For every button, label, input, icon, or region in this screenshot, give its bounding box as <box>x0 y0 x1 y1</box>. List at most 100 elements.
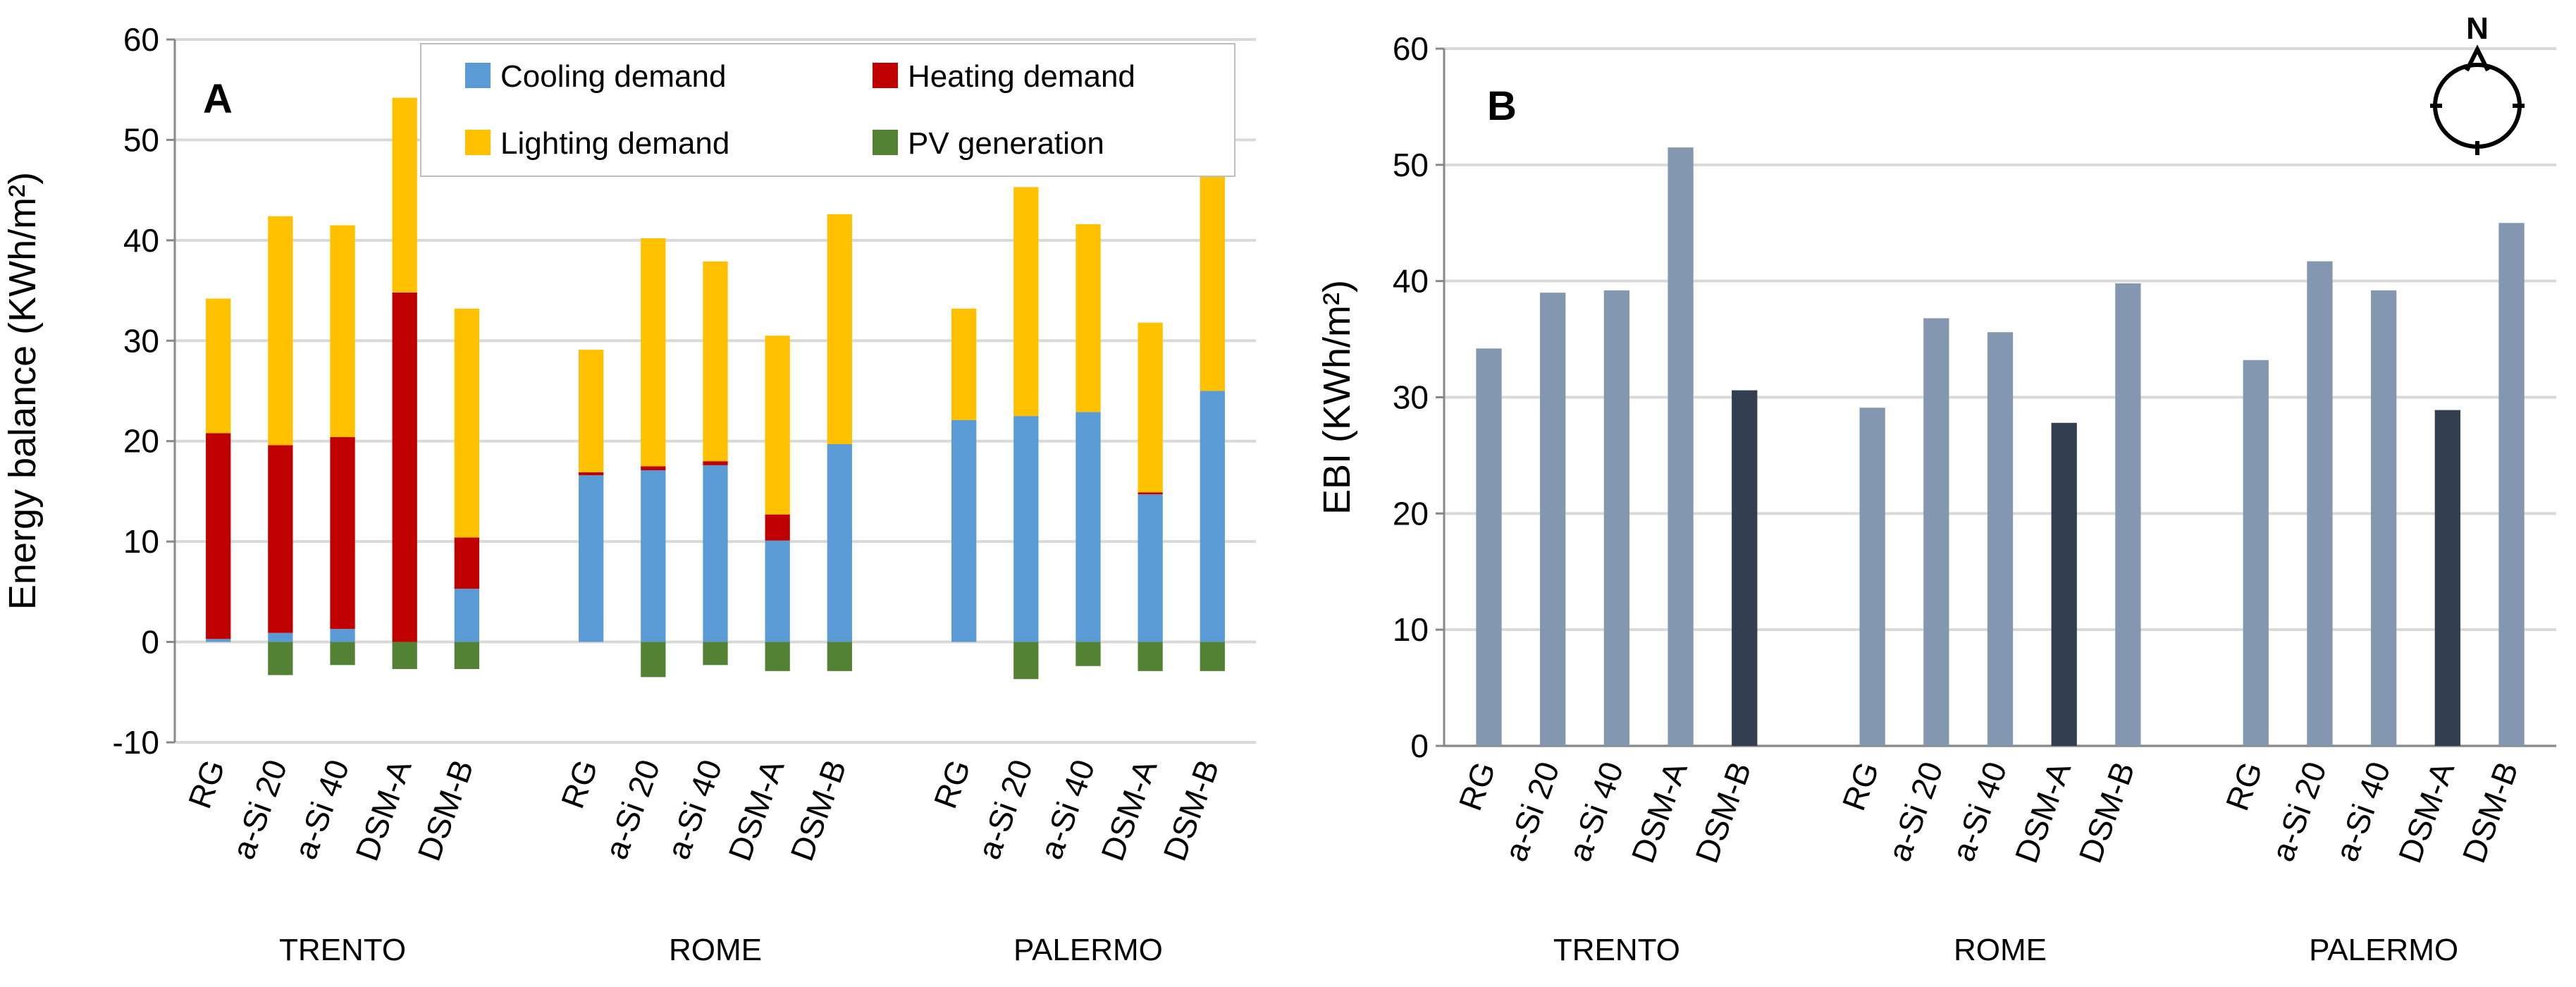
bar-heating-demand <box>703 461 728 465</box>
bar-lighting-demand <box>1013 187 1039 417</box>
legend-label: Lighting demand <box>500 126 729 161</box>
bar-lighting-demand <box>1138 322 1163 493</box>
x-tick-label: a-Si 20 <box>1880 757 1950 866</box>
bar-cooling-demand <box>765 540 790 642</box>
x-tick-label: RG <box>1835 757 1886 816</box>
legend-swatch <box>465 130 491 155</box>
bar-cooling-demand <box>579 475 604 642</box>
bar-pv-generation <box>1200 642 1225 671</box>
x-tick-label: DSM-A <box>721 754 791 865</box>
bar-pv-generation <box>641 642 666 678</box>
y-tick-label: 20 <box>123 423 159 460</box>
bar-cooling-demand <box>1013 416 1039 642</box>
x-tick-label: a-Si 40 <box>1033 755 1102 864</box>
panel-label: A <box>203 76 233 122</box>
bar-ebi-best <box>2051 422 2077 746</box>
bar-cooling-demand <box>827 443 852 642</box>
x-tick-label: a-Si 40 <box>2328 757 2398 866</box>
bar-heating-demand <box>330 437 355 630</box>
bar-cooling-demand <box>1076 412 1101 642</box>
y-tick-label: 0 <box>141 624 159 661</box>
y-tick-label: 40 <box>1393 263 1429 300</box>
chart-a: -10 0 10 20 30 40 50 60 Energy balance (KWh/m²) A… <box>1 21 1256 967</box>
bar-cooling-demand <box>703 465 728 642</box>
bar-lighting-demand <box>641 238 666 467</box>
bar-cooling-demand <box>330 629 355 642</box>
bar-lighting-demand <box>454 308 479 538</box>
x-tick-label: DSM-B <box>783 755 853 866</box>
panel-label: B <box>1487 83 1517 129</box>
bar-lighting-demand <box>765 336 790 515</box>
bar-cooling-demand <box>454 589 479 642</box>
legend-box <box>420 43 1235 177</box>
compass-arrow <box>2465 44 2490 72</box>
x-tick-label: RG <box>181 755 232 814</box>
bar-heating-demand <box>392 292 417 642</box>
bar-pv-generation <box>1138 642 1163 671</box>
legend-label: Cooling demand <box>500 59 726 94</box>
bar-heating-demand <box>579 472 604 476</box>
x-tick-label: DSM-B <box>2455 757 2525 868</box>
x-tick-label: a-Si 40 <box>1561 757 1631 866</box>
legend-label: PV generation <box>908 126 1104 161</box>
legend: Cooling demand Heating demand Lighting dem… <box>420 43 1235 177</box>
x-tick-label: DSM-B <box>1688 757 1758 868</box>
bar-cooling-demand <box>206 639 231 642</box>
x-tick-label: a-Si 20 <box>598 755 667 864</box>
bar-pv-generation <box>703 642 728 666</box>
bar-ebi <box>1923 318 1949 746</box>
bar-heating-demand <box>268 445 293 633</box>
bar-heating-demand <box>765 514 790 541</box>
bar-heating-demand <box>1138 492 1163 495</box>
x-tick-label: DSM-B <box>410 755 481 866</box>
bar-heating-demand <box>454 537 479 589</box>
bar-ebi <box>1668 147 1694 746</box>
y-tick-label: 30 <box>123 322 159 359</box>
y-tick-label: -10 <box>113 724 159 761</box>
bar-cooling-demand <box>1138 494 1163 642</box>
group-label: PALERMO <box>1013 933 1163 967</box>
y-tick-label: 0 <box>1410 728 1429 764</box>
bar-lighting-demand <box>392 97 417 293</box>
y-tick-label: 20 <box>1393 495 1429 532</box>
y-tick-label: 60 <box>1393 30 1429 67</box>
bar-pv-generation <box>765 642 790 671</box>
x-tick-label: RG <box>1451 757 1502 816</box>
x-tick-label: DSM-A <box>1094 754 1164 865</box>
compass-circle <box>2433 63 2522 149</box>
y-tick-label: 10 <box>123 523 159 560</box>
x-tick-label: a-Si 20 <box>970 755 1040 864</box>
compass-icon: N <box>2430 11 2525 155</box>
bar-lighting-demand <box>1076 224 1101 412</box>
bar-lighting-demand <box>1200 173 1225 391</box>
bar-cooling-demand <box>951 419 977 642</box>
bar-ebi <box>1987 332 2014 746</box>
bar-ebi <box>2115 283 2141 746</box>
bar-cooling-demand <box>1200 391 1225 642</box>
x-tick-label: RG <box>2219 757 2269 816</box>
bar-lighting-demand <box>703 261 728 462</box>
bar-heating-demand <box>206 433 231 639</box>
group-label: TRENTO <box>1553 933 1680 967</box>
bar-pv-generation <box>1013 642 1039 680</box>
bar-pv-generation <box>1076 642 1101 666</box>
x-tick-label: a-Si 20 <box>2264 757 2334 866</box>
legend-swatch <box>873 63 898 88</box>
x-tick-label: DSM-A <box>2008 756 2078 867</box>
bar-pv-generation <box>827 642 852 671</box>
bar-pv-generation <box>392 642 417 670</box>
y-tick-label: 60 <box>123 21 159 58</box>
x-tick-label: DSM-B <box>1156 755 1226 866</box>
y-axis-title: Energy balance (KWh/m²) <box>1 172 44 610</box>
bar-ebi-best <box>2434 410 2460 746</box>
legend-swatch <box>873 130 898 155</box>
x-tick-label: a-Si 40 <box>1945 757 2014 866</box>
x-tick-label: a-Si 20 <box>1497 757 1567 866</box>
bar-cooling-demand <box>268 632 293 642</box>
legend-swatch <box>465 63 491 88</box>
group-label: ROME <box>1954 933 2047 967</box>
bar-cooling-demand <box>641 470 666 642</box>
bar-pv-generation <box>268 642 293 675</box>
x-tick-label: a-Si 40 <box>660 755 729 864</box>
